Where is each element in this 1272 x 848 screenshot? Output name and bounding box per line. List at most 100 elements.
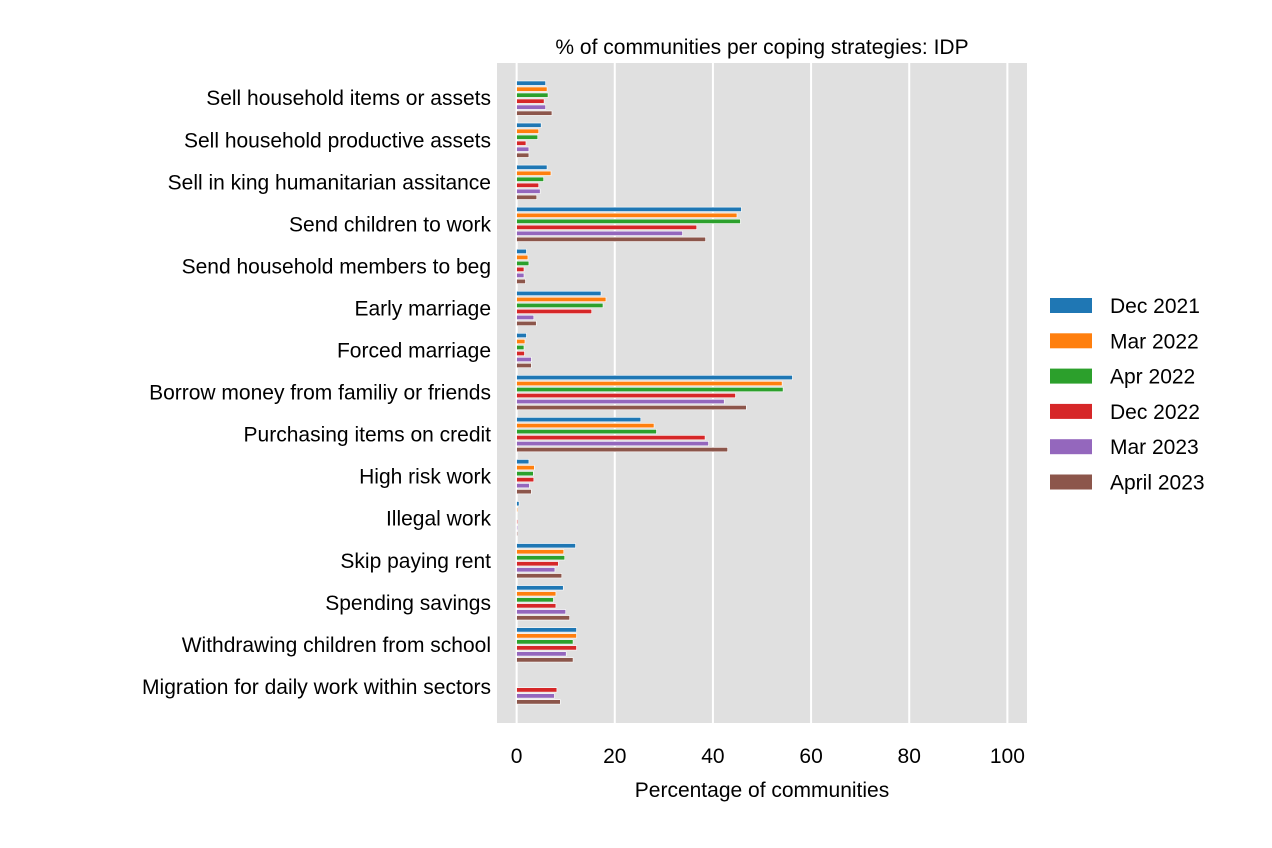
bar-1-12 (516, 591, 557, 597)
bar-2-2 (516, 176, 544, 182)
category-label-3: Send children to work (289, 213, 491, 236)
bar-3-0 (516, 98, 545, 104)
bar-3-9 (516, 477, 535, 483)
x-tick-label-40: 40 (701, 745, 724, 768)
bar-3-10 (516, 519, 518, 525)
bar-3-3 (516, 224, 698, 230)
bar-5-4 (516, 278, 526, 284)
bar-4-14 (516, 693, 555, 699)
bar-1-5 (516, 296, 607, 302)
bar-0-7 (516, 375, 793, 381)
bar-0-10 (516, 501, 520, 507)
bar-0-4 (516, 248, 527, 254)
bar-2-6 (516, 344, 525, 350)
category-label-9: High risk work (359, 466, 491, 489)
bar-4-12 (516, 609, 567, 615)
bar-5-10 (516, 531, 518, 537)
bar-2-0 (516, 92, 549, 98)
legend-label-2: Apr 2022 (1110, 366, 1195, 389)
bar-4-5 (516, 314, 535, 320)
x-tick-label-60: 60 (799, 745, 822, 768)
bar-1-4 (516, 254, 529, 260)
bar-0-3 (516, 206, 742, 212)
category-label-1: Sell household productive assets (184, 129, 491, 152)
bar-1-7 (516, 381, 783, 387)
legend-swatch-3 (1050, 403, 1092, 419)
category-label-12: Spending savings (325, 592, 491, 615)
bar-0-2 (516, 164, 548, 170)
category-label-7: Borrow money from familiy or friends (149, 382, 491, 405)
legend-swatch-0 (1050, 298, 1092, 313)
bar-1-11 (516, 549, 565, 555)
bar-3-14 (516, 687, 558, 693)
category-label-2: Sell in king humanitarian assitance (168, 171, 491, 194)
legend-swatch-2 (1050, 368, 1092, 384)
category-label-14: Migration for daily work within sectors (142, 676, 491, 699)
bar-2-7 (516, 387, 784, 393)
bar-0-9 (516, 459, 530, 465)
bar-4-6 (516, 356, 532, 362)
bar-4-3 (516, 230, 683, 236)
bar-2-8 (516, 429, 657, 435)
bar-4-0 (516, 104, 546, 110)
bar-1-0 (516, 86, 548, 92)
legend-label-1: Mar 2022 (1110, 330, 1199, 353)
bar-4-11 (516, 567, 556, 573)
bar-5-9 (516, 489, 532, 495)
bar-2-1 (516, 134, 539, 140)
legend-swatch-5 (1050, 474, 1092, 490)
bar-2-9 (516, 471, 534, 477)
bar-2-4 (516, 260, 530, 266)
bar-0-12 (516, 585, 564, 591)
bar-5-12 (516, 615, 570, 621)
legend-swatch-4 (1050, 439, 1092, 455)
bar-5-11 (516, 573, 563, 579)
bar-4-9 (516, 483, 530, 489)
bar-4-8 (516, 441, 709, 447)
bar-2-12 (516, 597, 554, 603)
bar-2-3 (516, 218, 741, 224)
x-axis-label: Percentage of communities (635, 779, 889, 802)
bar-2-11 (516, 555, 566, 561)
category-label-0: Sell household items or assets (206, 87, 491, 110)
x-tick-label-80: 80 (898, 745, 921, 768)
bar-3-8 (516, 435, 706, 441)
bar-0-1 (516, 122, 542, 128)
bar-2-10 (516, 513, 518, 519)
bar-0-13 (516, 627, 577, 633)
bar-1-8 (516, 423, 655, 429)
plot-background (497, 63, 1027, 723)
bar-0-5 (516, 290, 602, 296)
bar-1-2 (516, 170, 552, 176)
bar-0-0 (516, 80, 546, 86)
category-label-4: Send household members to beg (182, 255, 491, 278)
bar-5-2 (516, 194, 538, 200)
x-axis-ticks: 0 20 40 60 80 100 (511, 745, 1025, 768)
legend-swatch-1 (1050, 333, 1092, 349)
bar-3-1 (516, 140, 527, 146)
bar-4-10 (516, 525, 518, 531)
bar-4-4 (516, 272, 525, 278)
bar-2-5 (516, 302, 604, 308)
bar-3-13 (516, 645, 577, 651)
bars (516, 80, 793, 705)
bar-0-11 (516, 543, 576, 549)
bar-0-6 (516, 332, 527, 338)
category-labels: Sell household items or assets Sell house… (142, 87, 491, 699)
bar-3-7 (516, 393, 736, 399)
bar-3-12 (516, 603, 557, 609)
bar-4-13 (516, 651, 567, 657)
legend-label-4: Mar 2023 (1110, 436, 1199, 459)
bar-0-8 (516, 417, 642, 423)
bar-1-6 (516, 338, 526, 344)
category-label-5: Early marriage (354, 297, 491, 320)
bar-5-7 (516, 405, 747, 411)
chart-title: % of communities per coping strategies: … (555, 36, 968, 59)
bar-3-5 (516, 308, 593, 314)
bar-4-2 (516, 188, 541, 194)
x-tick-label-100: 100 (990, 745, 1025, 768)
legend: Dec 2021 Mar 2022 Apr 2022 Dec 2022 Mar 2023… (1050, 295, 1205, 495)
bar-3-2 (516, 182, 540, 188)
bar-1-3 (516, 212, 738, 218)
